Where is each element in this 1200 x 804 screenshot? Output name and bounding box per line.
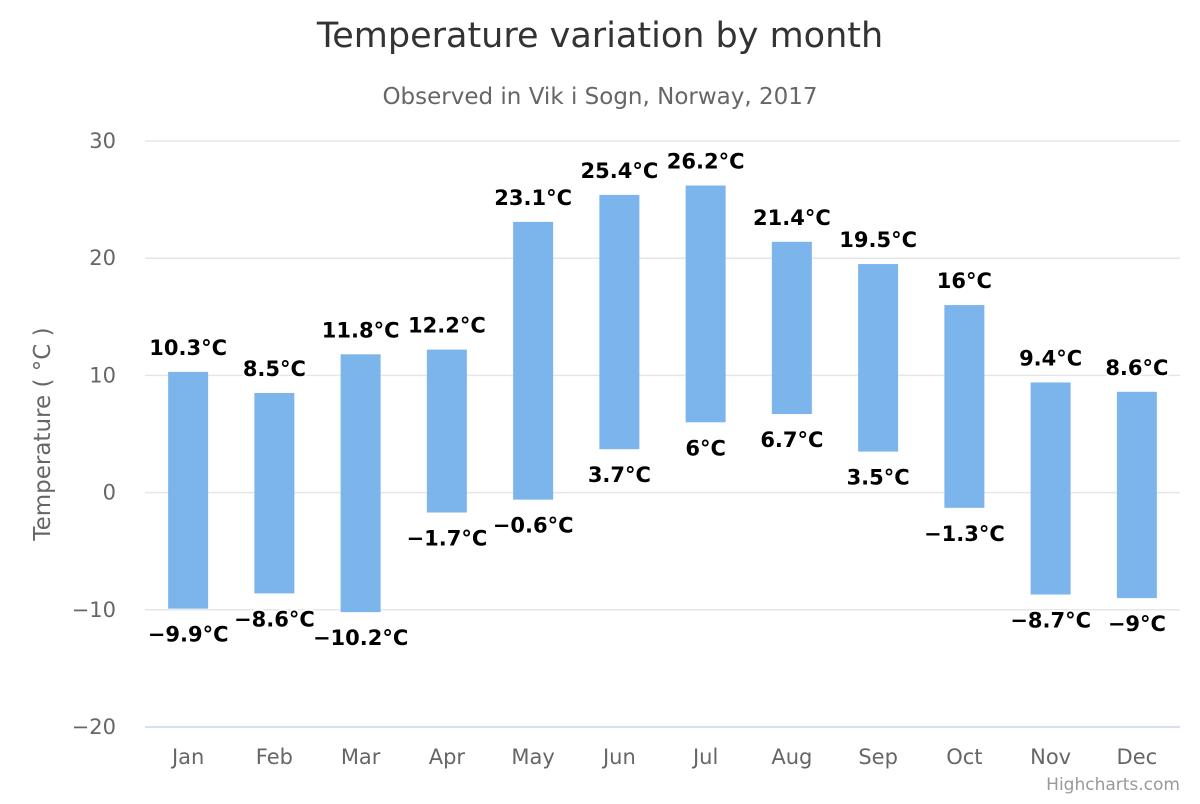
low-value-label: −9.9°C	[148, 623, 229, 647]
y-tick-label: 0	[103, 481, 116, 505]
low-value-label: −8.6°C	[234, 607, 315, 631]
range-bar[interactable]	[254, 392, 295, 594]
x-tick-label: Mar	[341, 745, 381, 769]
x-tick-label: Aug	[771, 745, 812, 769]
high-value-label: 10.3°C	[149, 336, 227, 360]
range-bar[interactable]	[168, 371, 209, 609]
low-value-label: −9°C	[1108, 612, 1166, 636]
range-bar[interactable]	[685, 185, 726, 423]
grid-lines	[145, 140, 1180, 728]
x-tick-label: Feb	[256, 745, 293, 769]
range-bar[interactable]	[858, 264, 899, 452]
high-value-label: 25.4°C	[581, 159, 659, 183]
low-value-label: 6.7°C	[760, 428, 823, 452]
x-tick-label: Apr	[429, 745, 466, 769]
range-bar[interactable]	[771, 241, 812, 415]
y-tick-label: −10	[72, 598, 116, 622]
y-axis-title: Temperature ( °C )	[30, 327, 56, 541]
high-value-label: 23.1°C	[494, 186, 572, 210]
y-tick-label: 20	[89, 246, 116, 270]
y-axis-ticks: −20 −10 0 10 20 30	[72, 129, 116, 739]
high-value-label: 16°C	[937, 269, 992, 293]
low-value-label: 3.5°C	[847, 466, 910, 490]
low-value-label: −10.2°C	[313, 626, 408, 650]
high-value-label: 11.8°C	[322, 318, 400, 342]
range-bars	[168, 185, 1157, 613]
range-bar[interactable]	[944, 305, 985, 508]
high-value-label: 21.4°C	[753, 206, 831, 230]
high-value-label: 12.2°C	[408, 314, 486, 338]
data-labels: 10.3°C −9.9°C 8.5°C −8.6°C 11.8°C −10.2°C 12.2…	[146, 148, 1171, 653]
x-tick-label: Oct	[946, 745, 982, 769]
high-value-label: 19.5°C	[839, 228, 917, 252]
chart-subtitle: Observed in Vik i Sogn, Norway, 2017	[382, 84, 817, 110]
range-bar[interactable]	[1030, 382, 1071, 595]
low-value-label: 3.7°C	[588, 463, 651, 487]
low-value-label: 6°C	[685, 436, 726, 460]
high-value-label: 8.5°C	[243, 357, 306, 381]
x-axis-ticks: Jan Feb Mar Apr May Jun Jul Aug Sep Oct Nov Dec	[170, 745, 1157, 769]
low-value-label: −0.6°C	[493, 514, 574, 538]
x-tick-label: Sep	[858, 745, 898, 769]
x-tick-label: Dec	[1117, 745, 1158, 769]
x-tick-label: Jan	[170, 745, 204, 769]
x-tick-label: Jun	[601, 745, 636, 769]
x-tick-label: May	[511, 745, 554, 769]
y-tick-label: 30	[89, 129, 116, 153]
low-value-label: −1.3°C	[924, 522, 1005, 546]
y-tick-label: 10	[89, 363, 116, 387]
range-bar[interactable]	[1116, 391, 1157, 599]
high-value-label: 26.2°C	[667, 150, 745, 174]
high-value-label: 9.4°C	[1019, 346, 1082, 370]
high-value-label: 8.6°C	[1105, 356, 1168, 380]
chart-title: Temperature variation by month	[316, 16, 883, 56]
low-value-label: −1.7°C	[407, 527, 488, 551]
y-tick-label: −20	[72, 715, 116, 739]
credits-link[interactable]: Highcharts.com	[1046, 775, 1180, 795]
range-bar[interactable]	[513, 221, 554, 500]
x-tick-label: Nov	[1030, 745, 1071, 769]
x-tick-label: Jul	[691, 745, 718, 769]
range-bar[interactable]	[599, 194, 640, 450]
range-bar[interactable]	[340, 354, 381, 613]
low-value-label: −8.7°C	[1010, 609, 1091, 633]
range-bar[interactable]	[426, 349, 467, 513]
